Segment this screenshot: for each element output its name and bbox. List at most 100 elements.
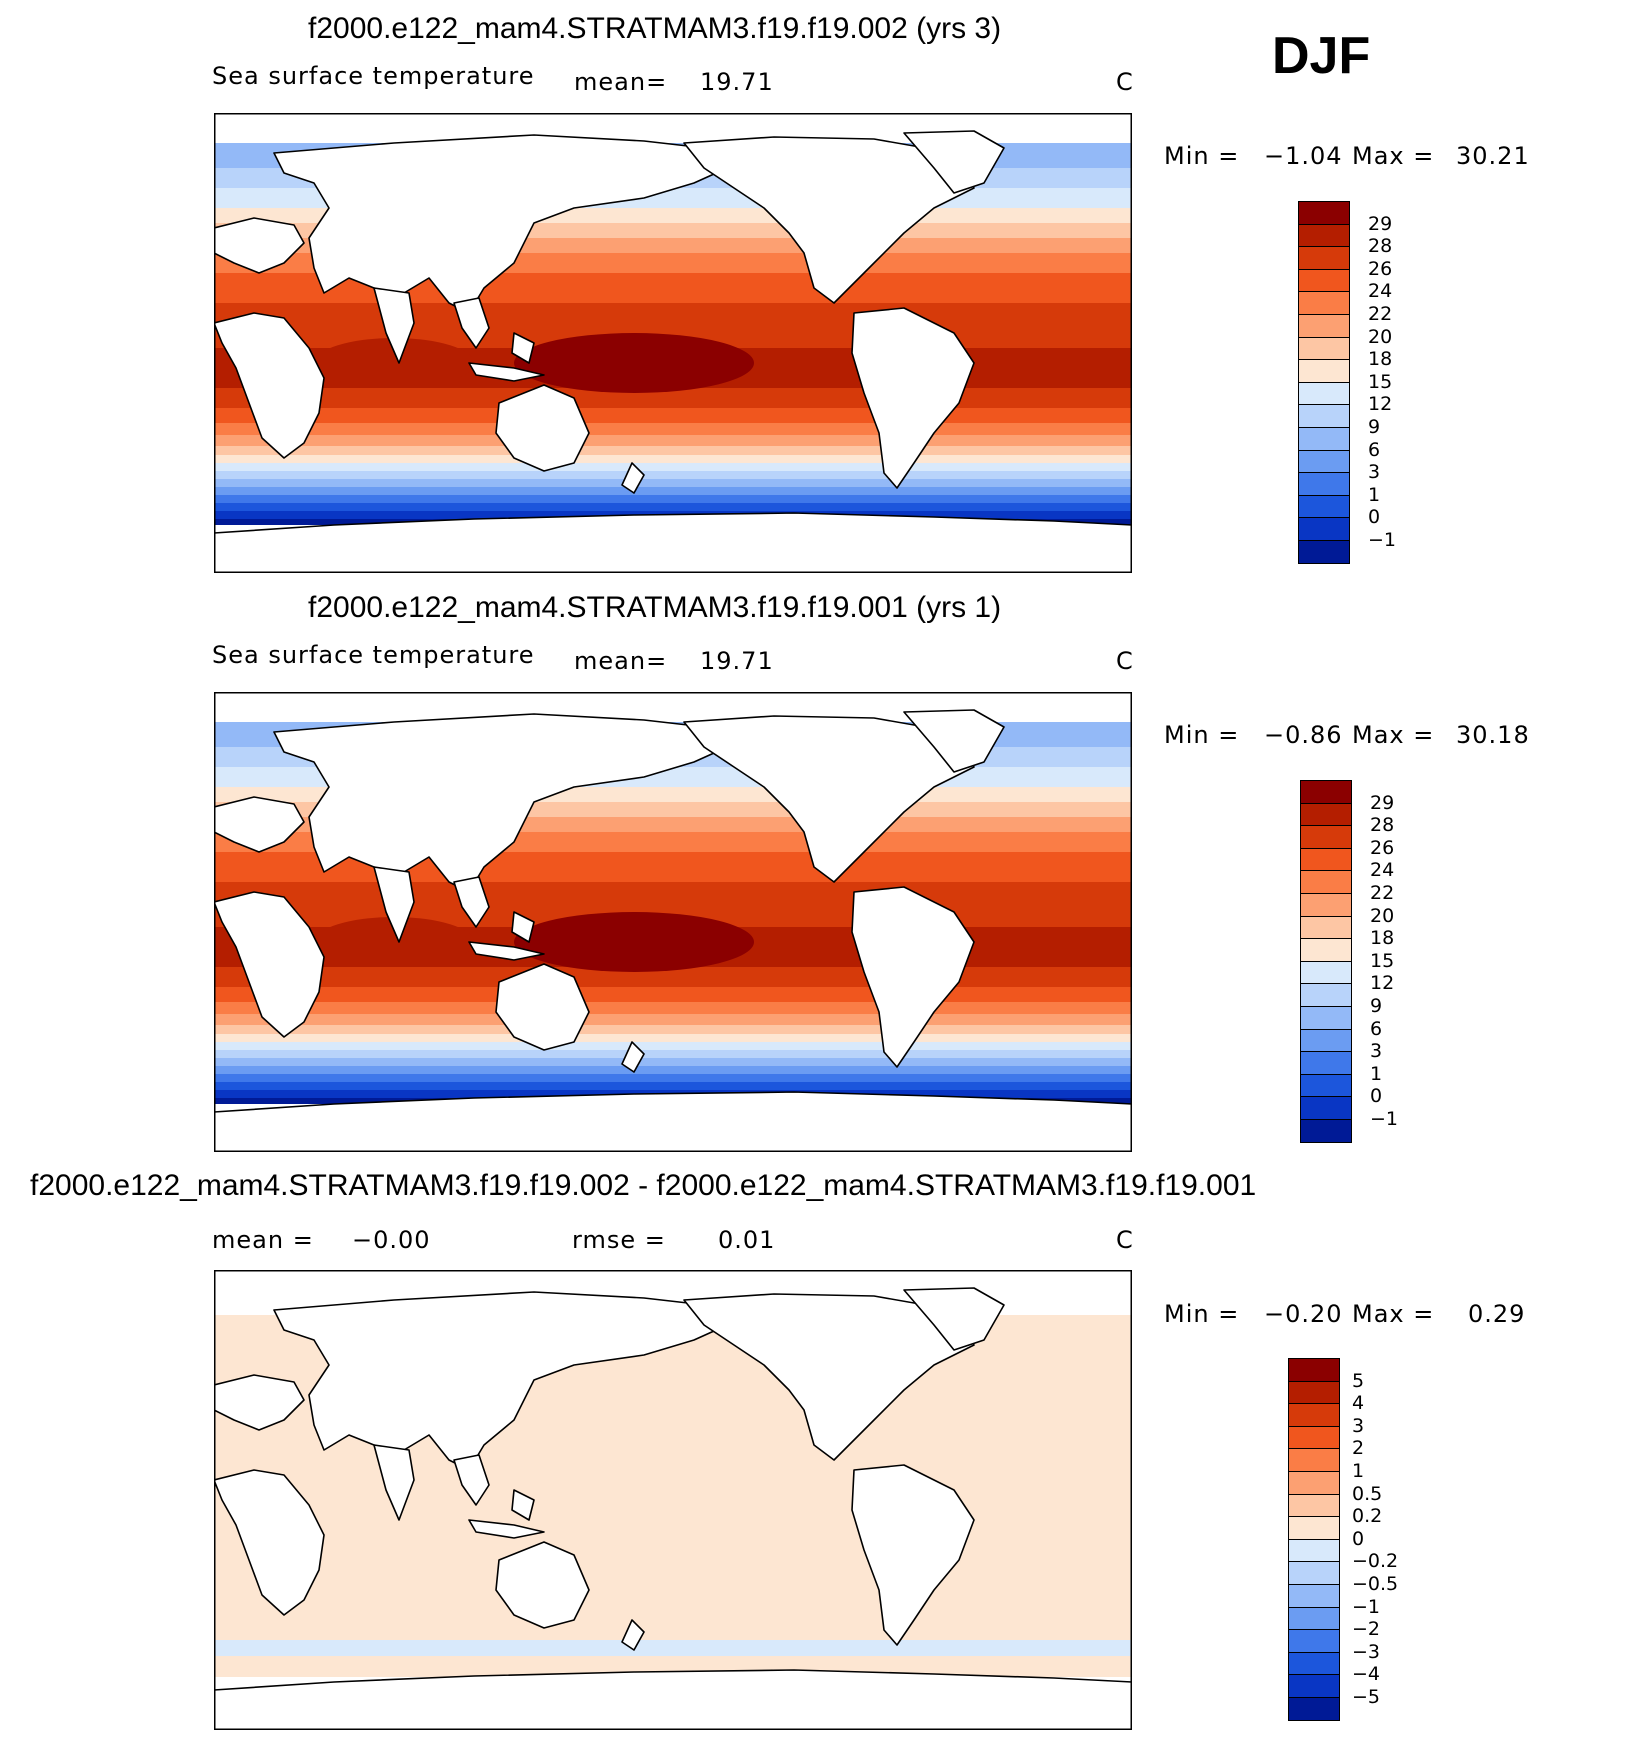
colorbar-label: 4 [1352, 1392, 1365, 1415]
colorbar-label: 24 [1368, 280, 1393, 303]
panel1-title: f2000.e122_mam4.STRATMAM3.f19.f19.002 (y… [308, 12, 1002, 45]
panel3-mean-value: −0.00 [352, 1226, 431, 1254]
colorbar-swatch [1298, 449, 1350, 474]
colorbar-label: 1 [1352, 1460, 1365, 1482]
colorbar-label: 0 [1368, 506, 1381, 529]
panel2-variable: Sea surface temperature [212, 641, 535, 669]
colorbar-swatch [1298, 404, 1350, 428]
colorbar-label: 26 [1368, 257, 1393, 280]
colorbar-label: −0.2 [1352, 1550, 1399, 1573]
colorbar-label: 9 [1368, 416, 1381, 438]
colorbar-swatch [1300, 780, 1352, 804]
panel1-min-label: Min = [1164, 142, 1240, 170]
colorbar-label: 18 [1370, 927, 1395, 950]
colorbar-swatch [1288, 1606, 1340, 1631]
panel2-unit: C [1116, 647, 1134, 675]
colorbar-swatch [1300, 893, 1352, 917]
colorbar-swatch [1300, 825, 1352, 849]
panel3-min-label: Min = [1164, 1300, 1240, 1328]
colorbar-label: 6 [1368, 438, 1381, 461]
panel2-min-label: Min = [1164, 721, 1240, 749]
colorbar-swatch [1298, 540, 1350, 564]
colorbar-swatch [1298, 472, 1350, 496]
colorbar-label: 22 [1368, 303, 1393, 325]
colorbar-label: −1 [1368, 529, 1397, 551]
colorbar-label: 0.2 [1352, 1505, 1383, 1528]
colorbar-swatch [1288, 1493, 1340, 1518]
colorbar-label: 22 [1370, 882, 1395, 904]
colorbar-label: 15 [1368, 370, 1393, 393]
panel2-title: f2000.e122_mam4.STRATMAM3.f19.f19.001 (y… [308, 591, 1002, 624]
colorbar-swatch [1288, 1358, 1340, 1382]
panel2-max-value: 30.18 [1456, 721, 1530, 749]
colorbar-label: 12 [1368, 393, 1393, 416]
colorbar-label: 3 [1368, 461, 1381, 484]
colorbar-swatch [1288, 1697, 1340, 1721]
panel1-min-value: −1.04 [1264, 142, 1343, 170]
colorbar-label: 26 [1370, 836, 1395, 859]
colorbar-label: 24 [1370, 859, 1395, 882]
colorbar-swatch [1300, 802, 1352, 827]
colorbar-swatch [1298, 291, 1350, 315]
colorbar-swatch [1288, 1584, 1340, 1608]
colorbar-label: 1 [1368, 483, 1381, 506]
colorbar-label: 28 [1370, 814, 1395, 837]
colorbar-swatch [1298, 246, 1350, 270]
colorbar-label: 29 [1368, 212, 1393, 235]
colorbar-swatch [1300, 938, 1352, 962]
colorbar-swatch [1298, 381, 1350, 406]
colorbar-swatch [1300, 1119, 1352, 1143]
colorbar-swatch [1298, 494, 1350, 519]
colorbar-label: 0.5 [1352, 1482, 1383, 1505]
panel1-max-value: 30.21 [1456, 142, 1530, 170]
colorbar-label: 0 [1370, 1085, 1383, 1108]
colorbar-swatch [1288, 1448, 1340, 1472]
colorbar-label: −4 [1352, 1663, 1381, 1686]
colorbar-swatch [1300, 960, 1352, 985]
panel3-rmse-value: 0.01 [718, 1226, 776, 1254]
colorbar-swatch [1300, 1006, 1352, 1030]
colorbar-swatch [1288, 1516, 1340, 1540]
panel2-mean-value: 19.71 [700, 647, 774, 675]
panel2-min-value: −0.86 [1264, 721, 1343, 749]
colorbar-label: 3 [1370, 1040, 1383, 1063]
colorbar-swatch [1298, 427, 1350, 451]
colorbar-swatch [1300, 1051, 1352, 1075]
colorbar-swatch [1288, 1403, 1340, 1427]
panel1-mean-value: 19.71 [700, 68, 774, 96]
colorbar-label: 9 [1370, 995, 1383, 1017]
colorbar-swatch [1288, 1651, 1340, 1676]
colorbar-label: 28 [1368, 235, 1393, 258]
colorbar-label: 12 [1370, 972, 1395, 995]
season-label: DJF [1272, 27, 1371, 85]
panel3-title: f2000.e122_mam4.STRATMAM3.f19.f19.002 - … [30, 1169, 1257, 1202]
panel3-max-value: 0.29 [1468, 1300, 1526, 1328]
colorbar-swatch [1298, 268, 1350, 293]
colorbar-label: −0.5 [1352, 1573, 1399, 1595]
colorbar-swatch [1300, 915, 1352, 940]
colorbar-label: −3 [1352, 1640, 1381, 1663]
colorbar-swatch [1288, 1471, 1340, 1495]
colorbar-swatch [1298, 359, 1350, 383]
panel2-max-label: Max = [1352, 721, 1435, 749]
colorbar-swatch [1300, 983, 1352, 1007]
colorbar-label: −1 [1352, 1595, 1381, 1618]
panel3-mean-label: mean = [212, 1226, 314, 1254]
colorbar-swatch [1288, 1561, 1340, 1585]
panel1-max-label: Max = [1352, 142, 1435, 170]
panel3-min-value: −0.20 [1264, 1300, 1343, 1328]
colorbar-label: −5 [1352, 1686, 1381, 1708]
colorbar-label: −1 [1370, 1108, 1399, 1130]
colorbar-label: 20 [1370, 904, 1395, 927]
colorbar-swatch [1300, 1096, 1352, 1120]
panel3-rmse-label: rmse = [572, 1226, 666, 1254]
colorbar-swatch [1300, 870, 1352, 894]
colorbar-swatch [1288, 1425, 1340, 1450]
colorbar-swatch [1300, 1073, 1352, 1098]
panel3-map [214, 1270, 1132, 1730]
colorbar-label: 18 [1368, 348, 1393, 371]
colorbar-swatch [1288, 1380, 1340, 1405]
colorbar-label: 6 [1370, 1017, 1383, 1040]
panel1-mean-label: mean= [574, 68, 668, 96]
colorbar-swatch [1298, 517, 1350, 541]
